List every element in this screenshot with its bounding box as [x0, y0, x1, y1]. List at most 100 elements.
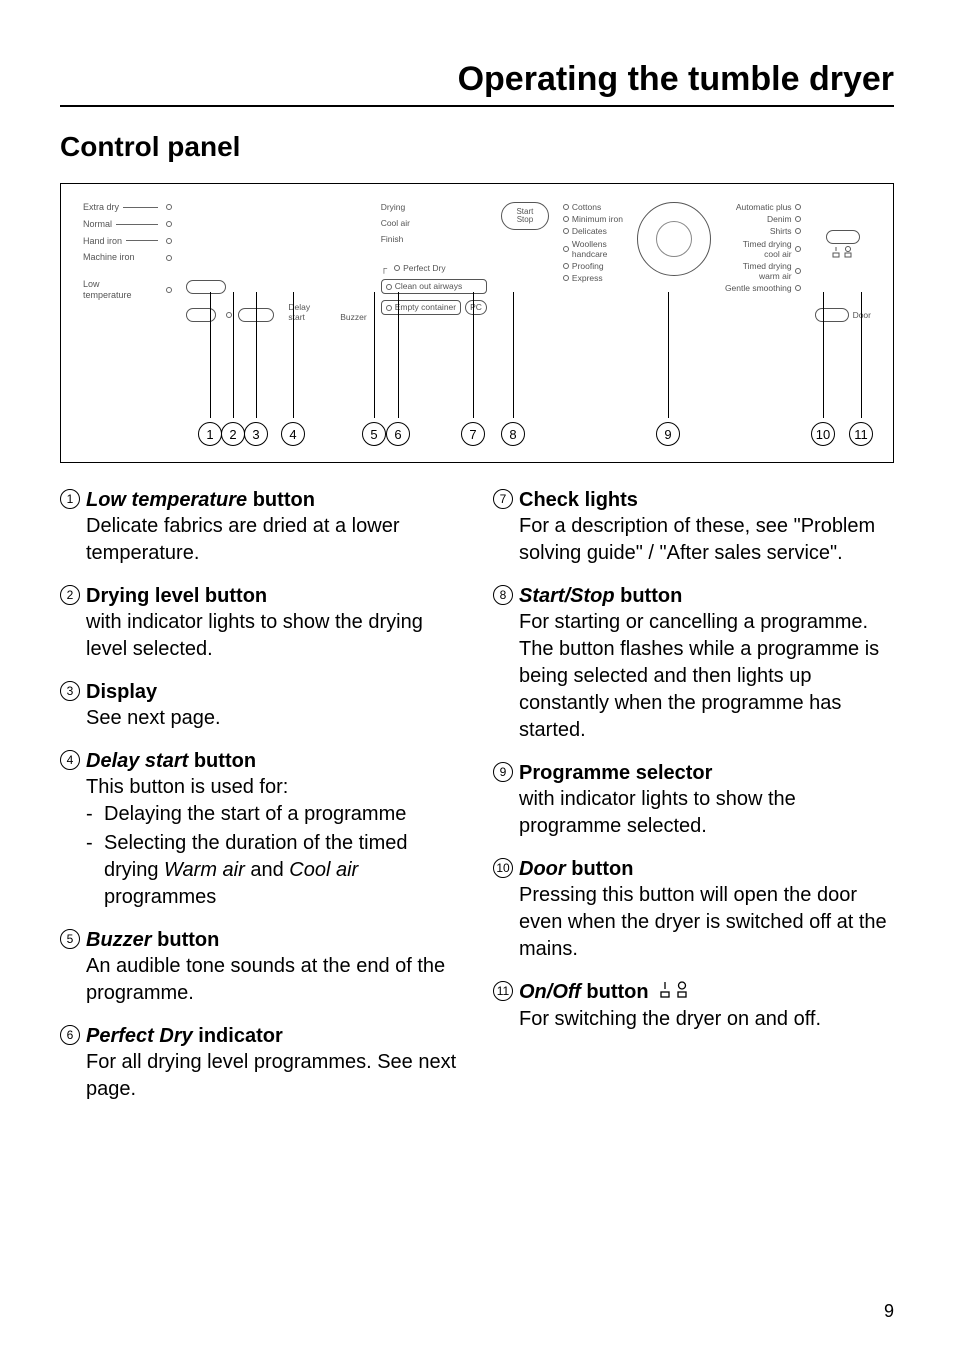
item-number: 11 — [493, 981, 513, 1001]
drying-level-button-shape — [186, 280, 226, 294]
label-buzzer: Buzzer — [340, 312, 366, 322]
label-normal: Normal — [83, 219, 112, 230]
item-title: Buzzer button — [86, 927, 219, 953]
description-item: 10 Door buttonPressing this button will o… — [493, 856, 894, 963]
description-item: 8 Start/Stop buttonFor starting or cancel… — [493, 583, 894, 744]
callout-leader — [668, 292, 669, 418]
item-title: Start/Stop button — [519, 583, 682, 609]
label-shirts: Shirts — [770, 226, 792, 236]
item-body: with indicator lights to show the progra… — [519, 786, 894, 840]
chapter-title: Operating the tumble dryer — [60, 60, 894, 99]
item-body: Pressing this button will open the door … — [519, 882, 894, 963]
item-body: For switching the dryer on and off. — [519, 1006, 894, 1033]
callout-leader — [398, 292, 399, 418]
description-item: 3DisplaySee next page. — [60, 679, 461, 732]
description-item: 9 Programme selectorwith indicator lights… — [493, 760, 894, 840]
item-number: 10 — [493, 858, 513, 878]
start-stop-button-shape: Start Stop — [501, 202, 549, 230]
item-title: Check lights — [519, 487, 638, 513]
callout-number: 3 — [244, 422, 268, 446]
item-number: 8 — [493, 585, 513, 605]
label-hand-iron: Hand iron — [83, 236, 122, 247]
body-columns: 1Low temperature buttonDelicate fabrics … — [60, 487, 894, 1119]
door-button-shape — [815, 308, 849, 322]
item-title: Low temperature button — [86, 487, 315, 513]
item-title: Door button — [519, 856, 633, 882]
buzzer-col: Buzzer — [340, 202, 366, 322]
description-item: 2Drying level buttonwith indicator light… — [60, 583, 461, 663]
right-column: 7Check lightsFor a description of these,… — [493, 487, 894, 1119]
label-proofing: Proofing — [572, 261, 604, 271]
label-denim: Denim — [767, 214, 792, 224]
callout-number: 8 — [501, 422, 525, 446]
label-perfect-dry: Perfect Dry — [403, 263, 446, 273]
item-number: 7 — [493, 489, 513, 509]
item-number: 5 — [60, 929, 80, 949]
drying-level-column: Extra dry Normal Hand iron Machine iron … — [83, 202, 172, 301]
callout-number: 1 — [198, 422, 222, 446]
item-body: See next page. — [86, 705, 461, 732]
callout-leader — [374, 292, 375, 418]
label-timed-warm: Timed dryingwarm air — [743, 261, 792, 281]
check-clean-airways: Clean out airways — [381, 279, 487, 294]
label-finish: Finish — [381, 234, 487, 244]
callout-leader — [256, 292, 257, 418]
item-number: 4 — [60, 750, 80, 770]
label-delay-start: Delay start — [288, 302, 326, 322]
callout-number: 5 — [362, 422, 386, 446]
item-number: 1 — [60, 489, 80, 509]
pc-badge: PC — [465, 300, 487, 315]
low-temp-button-shape — [186, 308, 216, 322]
horizontal-rule — [60, 105, 894, 107]
left-column: 1Low temperature buttonDelicate fabrics … — [60, 487, 461, 1119]
control-panel-figure: Extra dry Normal Hand iron Machine iron … — [60, 183, 894, 463]
item-body: For all drying level programmes. See nex… — [86, 1049, 461, 1103]
dial-col — [637, 202, 711, 276]
callout-number: 6 — [386, 422, 410, 446]
label-drying: Drying — [381, 202, 487, 212]
panel-contents: Extra dry Normal Hand iron Machine iron … — [83, 202, 871, 322]
item-title: Perfect Dry indicator — [86, 1023, 283, 1049]
callout-leader — [233, 292, 234, 418]
callout-leader — [473, 292, 474, 418]
item-body: An audible tone sounds at the end of the… — [86, 953, 461, 1007]
page: Operating the tumble dryer Control panel… — [0, 0, 954, 1352]
prog-left-col: Cottons Minimum iron Delicates Woollensh… — [563, 202, 623, 283]
check-empty-container: Empty container — [381, 300, 461, 315]
callout-number: 7 — [461, 422, 485, 446]
item-number: 9 — [493, 762, 513, 782]
item-body: For starting or cancelling a programme.T… — [519, 609, 894, 744]
description-item: 1Low temperature buttonDelicate fabrics … — [60, 487, 461, 567]
callout-number: 4 — [281, 422, 305, 446]
label-auto-plus: Automatic plus — [736, 202, 792, 212]
label-cool-air: Cool air — [381, 218, 487, 228]
label-express: Express — [572, 273, 603, 283]
description-item: 6 Perfect Dry indicatorFor all drying le… — [60, 1023, 461, 1103]
description-item: 11On/Off button For switching the dryer … — [493, 979, 894, 1033]
callout-leader — [293, 292, 294, 418]
label-stop: Stop — [517, 216, 533, 224]
display-col: Drying Cool air Finish ┌Perfect Dry Clea… — [381, 202, 487, 315]
label-cottons: Cottons — [572, 202, 601, 212]
callout-leader — [861, 292, 862, 418]
callout-number: 11 — [849, 422, 873, 446]
item-title: Drying level button — [86, 583, 267, 609]
prog-right-col: Automatic plus Denim Shirts Timed drying… — [725, 202, 801, 294]
callout-number: 10 — [811, 422, 835, 446]
callout-row: 1234567891011 — [61, 418, 893, 446]
callout-leader — [823, 292, 824, 418]
delay-col: Delay start — [288, 202, 326, 322]
callout-leader — [513, 292, 514, 418]
label-low-temp: Lowtemperature — [83, 279, 132, 301]
item-number: 6 — [60, 1025, 80, 1045]
onoff-icon — [831, 246, 855, 258]
item-title: Programme selector — [519, 760, 712, 786]
item-number: 3 — [60, 681, 80, 701]
item-body: with indicator lights to show the drying… — [86, 609, 461, 663]
description-item: 7Check lightsFor a description of these,… — [493, 487, 894, 567]
description-item: 4Delay start buttonThis button is used f… — [60, 748, 461, 911]
start-stop-col: Start Stop — [501, 202, 549, 230]
callout-number: 9 — [656, 422, 680, 446]
label-min-iron: Minimum iron — [572, 214, 623, 224]
level-button-col — [186, 202, 274, 322]
